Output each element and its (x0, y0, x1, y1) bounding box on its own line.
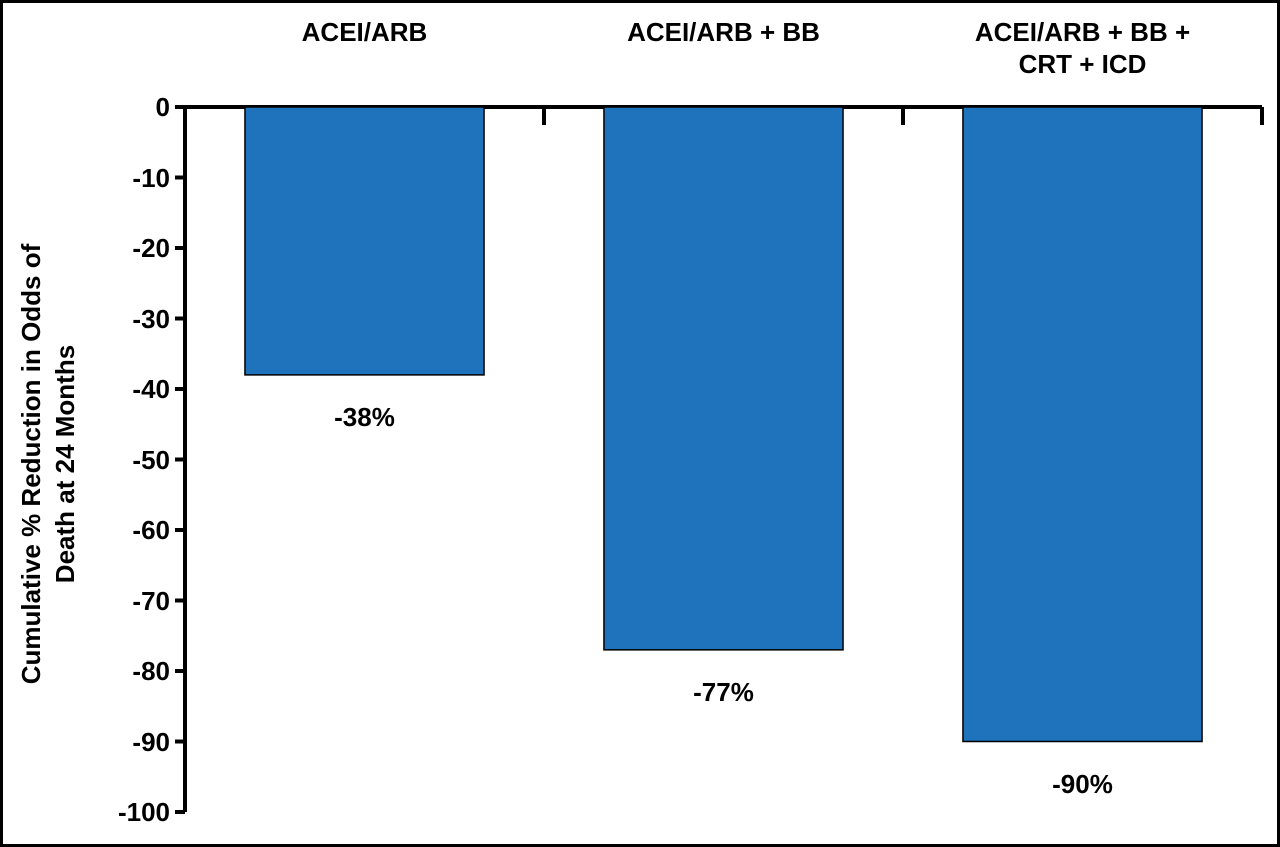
y-tick-label: -80 (132, 656, 170, 686)
y-tick-label: -90 (132, 726, 170, 757)
y-tick-label: -40 (132, 374, 170, 404)
x-tick-label: ACEI/ARB + BB + CRT + ICD (974, 17, 1191, 79)
value-label: -77% (693, 676, 754, 707)
y-tick-label: 0 (155, 92, 170, 122)
y-tick-label: -60 (132, 515, 170, 545)
bar (962, 106, 1203, 743)
y-tick-label: -10 (132, 162, 170, 193)
y-tick-label: -50 (132, 444, 170, 475)
y-tick-label: -20 (132, 233, 170, 263)
y-tick-label: -70 (132, 585, 170, 616)
y-tick-label: -100 (117, 797, 170, 827)
bar (603, 106, 844, 651)
x-tick-label: ACEI/ARB + BB (627, 17, 820, 47)
value-label: -38% (334, 401, 395, 432)
y-tick-label: -30 (132, 303, 170, 334)
x-tick-label: ACEI/ARB (301, 17, 428, 47)
bar (244, 106, 485, 376)
value-label: -90% (1052, 768, 1113, 799)
